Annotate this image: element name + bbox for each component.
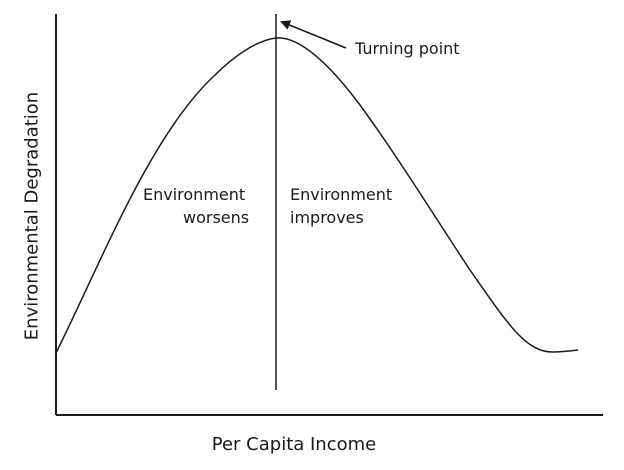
environment-worsens-line2: worsens <box>183 208 250 227</box>
turning-point-arrow <box>280 20 347 49</box>
x-axis-label: Per Capita Income <box>211 434 377 455</box>
environment-improves-line1: Environment <box>290 185 393 204</box>
environment-worsens-line1: Environment <box>143 185 246 204</box>
environment-improves-line2: improves <box>290 208 364 227</box>
turning-point-label: Turning point <box>355 39 460 58</box>
y-axis-label: Environmental Degradation <box>21 91 43 341</box>
kuznets-curve <box>55 37 579 354</box>
